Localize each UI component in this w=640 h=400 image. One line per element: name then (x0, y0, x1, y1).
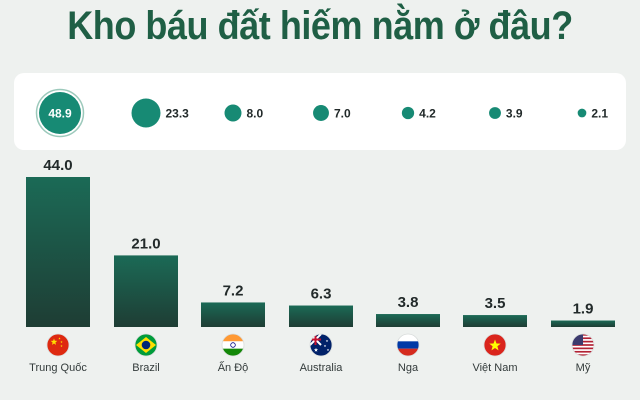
russia-flag-icon (396, 333, 420, 357)
bubble-label-brazil: 23.3 (165, 107, 189, 121)
bar-my (551, 320, 615, 327)
bubble-australia (313, 105, 329, 121)
bubble-label-my: 2.1 (591, 107, 608, 121)
bar-value-trung-quoc: 44.0 (43, 157, 72, 174)
bar-value-australia: 6.3 (311, 286, 332, 303)
bubble-label-an-do: 8.0 (246, 107, 263, 121)
bar-australia (289, 305, 353, 327)
page-title: Kho báu đất hiếm nằm ở đâu? (67, 4, 573, 48)
vietnam-flag-icon (483, 333, 507, 357)
usa-flag-icon (571, 333, 595, 357)
india-flag-icon (221, 333, 245, 357)
bar-value-nga: 3.8 (398, 294, 419, 311)
bar-nga (376, 314, 440, 327)
tick-label-my: Mỹ (576, 362, 591, 374)
bar-value-brazil: 21.0 (131, 235, 160, 252)
bubble-brazil (131, 98, 161, 128)
bar-an-do (201, 302, 265, 327)
bar-value-viet-nam: 3.5 (485, 295, 506, 312)
bubble-an-do (224, 104, 242, 122)
brazil-flag-icon (134, 333, 158, 357)
bubble-label-trung-quoc: 48.9 (48, 107, 72, 121)
bubble-label-nga: 4.2 (419, 107, 436, 121)
bar-value-my: 1.9 (573, 301, 594, 318)
bubble-nga (401, 106, 415, 120)
bubble-my (577, 108, 587, 118)
australia-flag-icon (309, 333, 333, 357)
bar-brazil (114, 255, 178, 327)
bubble-label-viet-nam: 3.9 (506, 107, 523, 121)
china-flag-icon (46, 333, 70, 357)
bar-trung-quoc (26, 177, 90, 327)
tick-label-brazil: Brazil (132, 362, 160, 374)
tick-label-australia: Australia (300, 362, 344, 374)
tick-label-trung-quoc: Trung Quốc (29, 362, 87, 374)
bubble-viet-nam (489, 107, 501, 119)
tick-label-viet-nam: Việt Nam (472, 362, 517, 374)
bubble-trung-quoc (39, 92, 81, 134)
bar-value-an-do: 7.2 (223, 282, 244, 299)
bar-viet-nam (463, 315, 527, 327)
bubble-label-australia: 7.0 (334, 107, 351, 121)
tick-label-an-do: Ấn Độ (218, 361, 249, 374)
tick-label-nga: Nga (398, 362, 419, 374)
